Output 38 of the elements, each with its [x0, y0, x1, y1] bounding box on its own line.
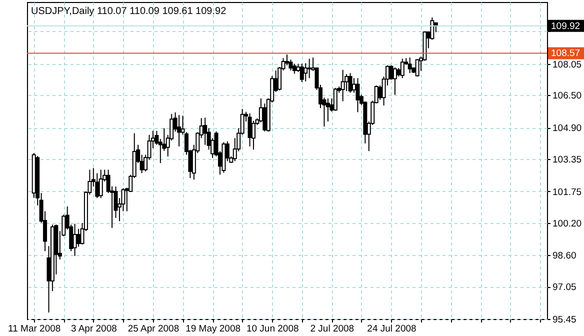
- x-tick-label: 11 Mar 2008: [8, 324, 61, 334]
- x-tick-label: 19 May 2008: [186, 324, 241, 334]
- candlestick: [348, 72, 352, 94]
- y-tick-label: 106.50: [552, 90, 582, 102]
- candlestick: [400, 58, 404, 79]
- x-tick-label: 24 Jul 2008: [367, 324, 416, 334]
- candlestick: [300, 63, 304, 83]
- x-tick-label: 2 Jul 2008: [310, 324, 354, 334]
- candlestick: [248, 112, 252, 147]
- candlestick: [340, 69, 345, 102]
- y-tick-label: 100.20: [552, 218, 582, 230]
- candlestick: [392, 66, 397, 96]
- x-tick-label: 3 Apr 2008: [70, 324, 117, 334]
- candlestick: [307, 58, 312, 79]
- candlestick: [408, 57, 412, 74]
- y-tick-label: 95.45: [552, 314, 576, 326]
- ref-line-label: 108.57: [551, 48, 580, 60]
- x-tick-label: 10 Jun 2008: [246, 324, 299, 334]
- y-tick-label: 104.90: [552, 123, 582, 134]
- candlestick: [76, 228, 81, 248]
- y-tick-label: 103.35: [552, 154, 582, 166]
- y-tick-label: 98.60: [552, 250, 576, 262]
- y-tick-label: 108.05: [552, 59, 582, 70]
- candlestick: [415, 58, 420, 78]
- y-tick-label: 101.75: [552, 186, 582, 198]
- candlestick: [292, 63, 296, 74]
- candlestick: [333, 87, 338, 112]
- chart-title: USDJPY,Daily 110.07 110.09 109.61 109.92: [31, 6, 227, 17]
- ref-line-label: 109.92: [551, 20, 580, 32]
- candlestick: [262, 102, 267, 132]
- y-tick-label: 97.05: [552, 282, 576, 294]
- candlestick: [356, 78, 360, 113]
- candlestick: [98, 169, 103, 199]
- candlestick: [304, 62, 308, 82]
- candlestick: [72, 223, 77, 257]
- candlestick: [177, 114, 182, 147]
- candlestick: [203, 117, 208, 146]
- x-tick-label: 25 Apr 2008: [128, 324, 180, 334]
